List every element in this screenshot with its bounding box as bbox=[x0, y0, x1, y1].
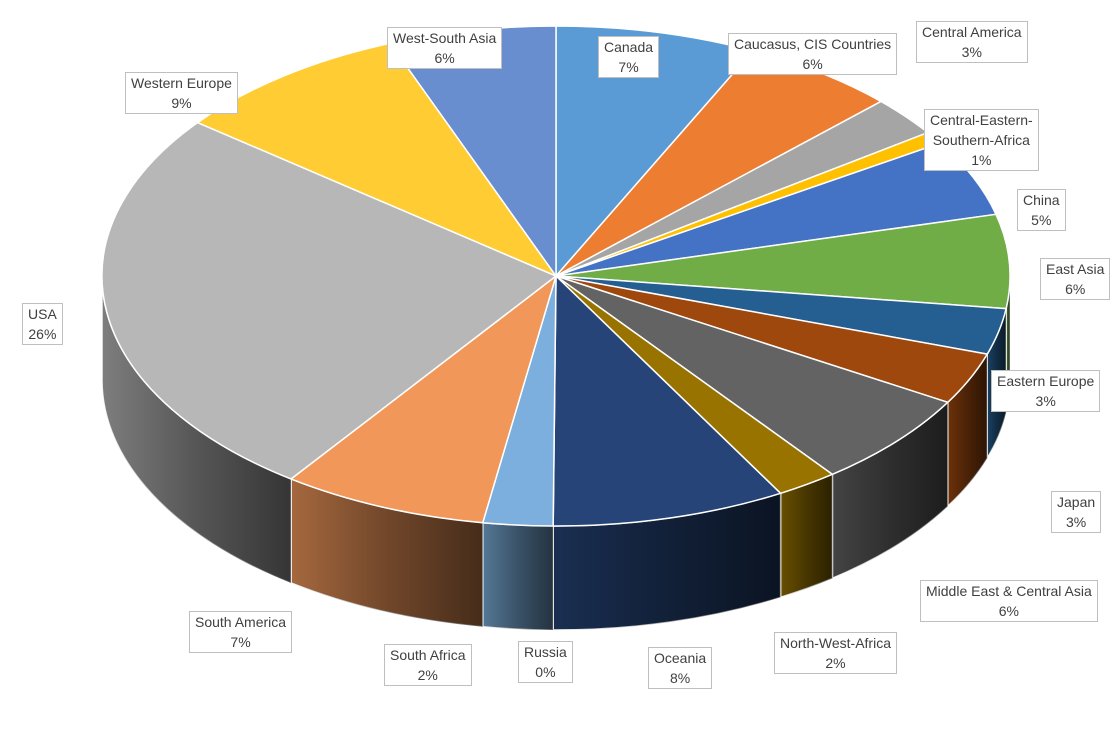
data-label-south-america: South America 7% bbox=[189, 611, 293, 653]
data-label-central-america: Central America 3% bbox=[916, 21, 1028, 63]
data-label-south-africa: South Africa 2% bbox=[384, 644, 472, 686]
data-label-china: China 5% bbox=[1017, 189, 1066, 231]
pie-slice-usa bbox=[101, 121, 557, 480]
pie-slice-middle-east-central-asia bbox=[555, 275, 949, 476]
pie-side-shade-south-africa bbox=[482, 522, 554, 630]
data-label-usa: USA 26% bbox=[22, 303, 63, 345]
pie-side-shade-japan bbox=[947, 354, 988, 507]
data-label-east-asia: East Asia 6% bbox=[1040, 258, 1111, 300]
pie-slice-south-america bbox=[290, 275, 557, 524]
data-label-west-south-asia: West-South Asia 6% bbox=[387, 27, 503, 69]
pie-sides bbox=[101, 275, 1011, 631]
data-label-middle-east-central-asia: Middle East & Central Asia 6% bbox=[920, 580, 1098, 622]
data-label-oceania: Oceania 8% bbox=[648, 647, 713, 689]
pie-slice-oceania bbox=[552, 275, 782, 527]
pie-slice-east-asia bbox=[555, 213, 1011, 310]
pie-side-shade-oceania bbox=[553, 493, 781, 630]
pie-side-shade-middle-east-central-asia bbox=[832, 402, 948, 579]
pie-top bbox=[101, 25, 1011, 527]
pie-slice-western-europe bbox=[196, 42, 557, 277]
data-label-eastern-europe: Eastern Europe 3% bbox=[991, 370, 1101, 412]
pie-side-shade-north-west-africa bbox=[780, 474, 833, 598]
data-label-western-europe: Western Europe 9% bbox=[125, 72, 238, 114]
data-label-north-west-africa: North-West-Africa 2% bbox=[774, 632, 897, 674]
data-label-canada: Canada 7% bbox=[598, 36, 660, 78]
data-label-caucasus-cis: Caucasus, CIS Countries 6% bbox=[728, 33, 898, 75]
data-label-russia: Russia 0% bbox=[518, 641, 573, 683]
data-label-japan: Japan 3% bbox=[1051, 491, 1102, 533]
data-label-central-eastern-southern-africa: Central-Eastern- Southern-Africa 1% bbox=[924, 109, 1039, 171]
pie-side-shade-south-america bbox=[290, 478, 483, 627]
